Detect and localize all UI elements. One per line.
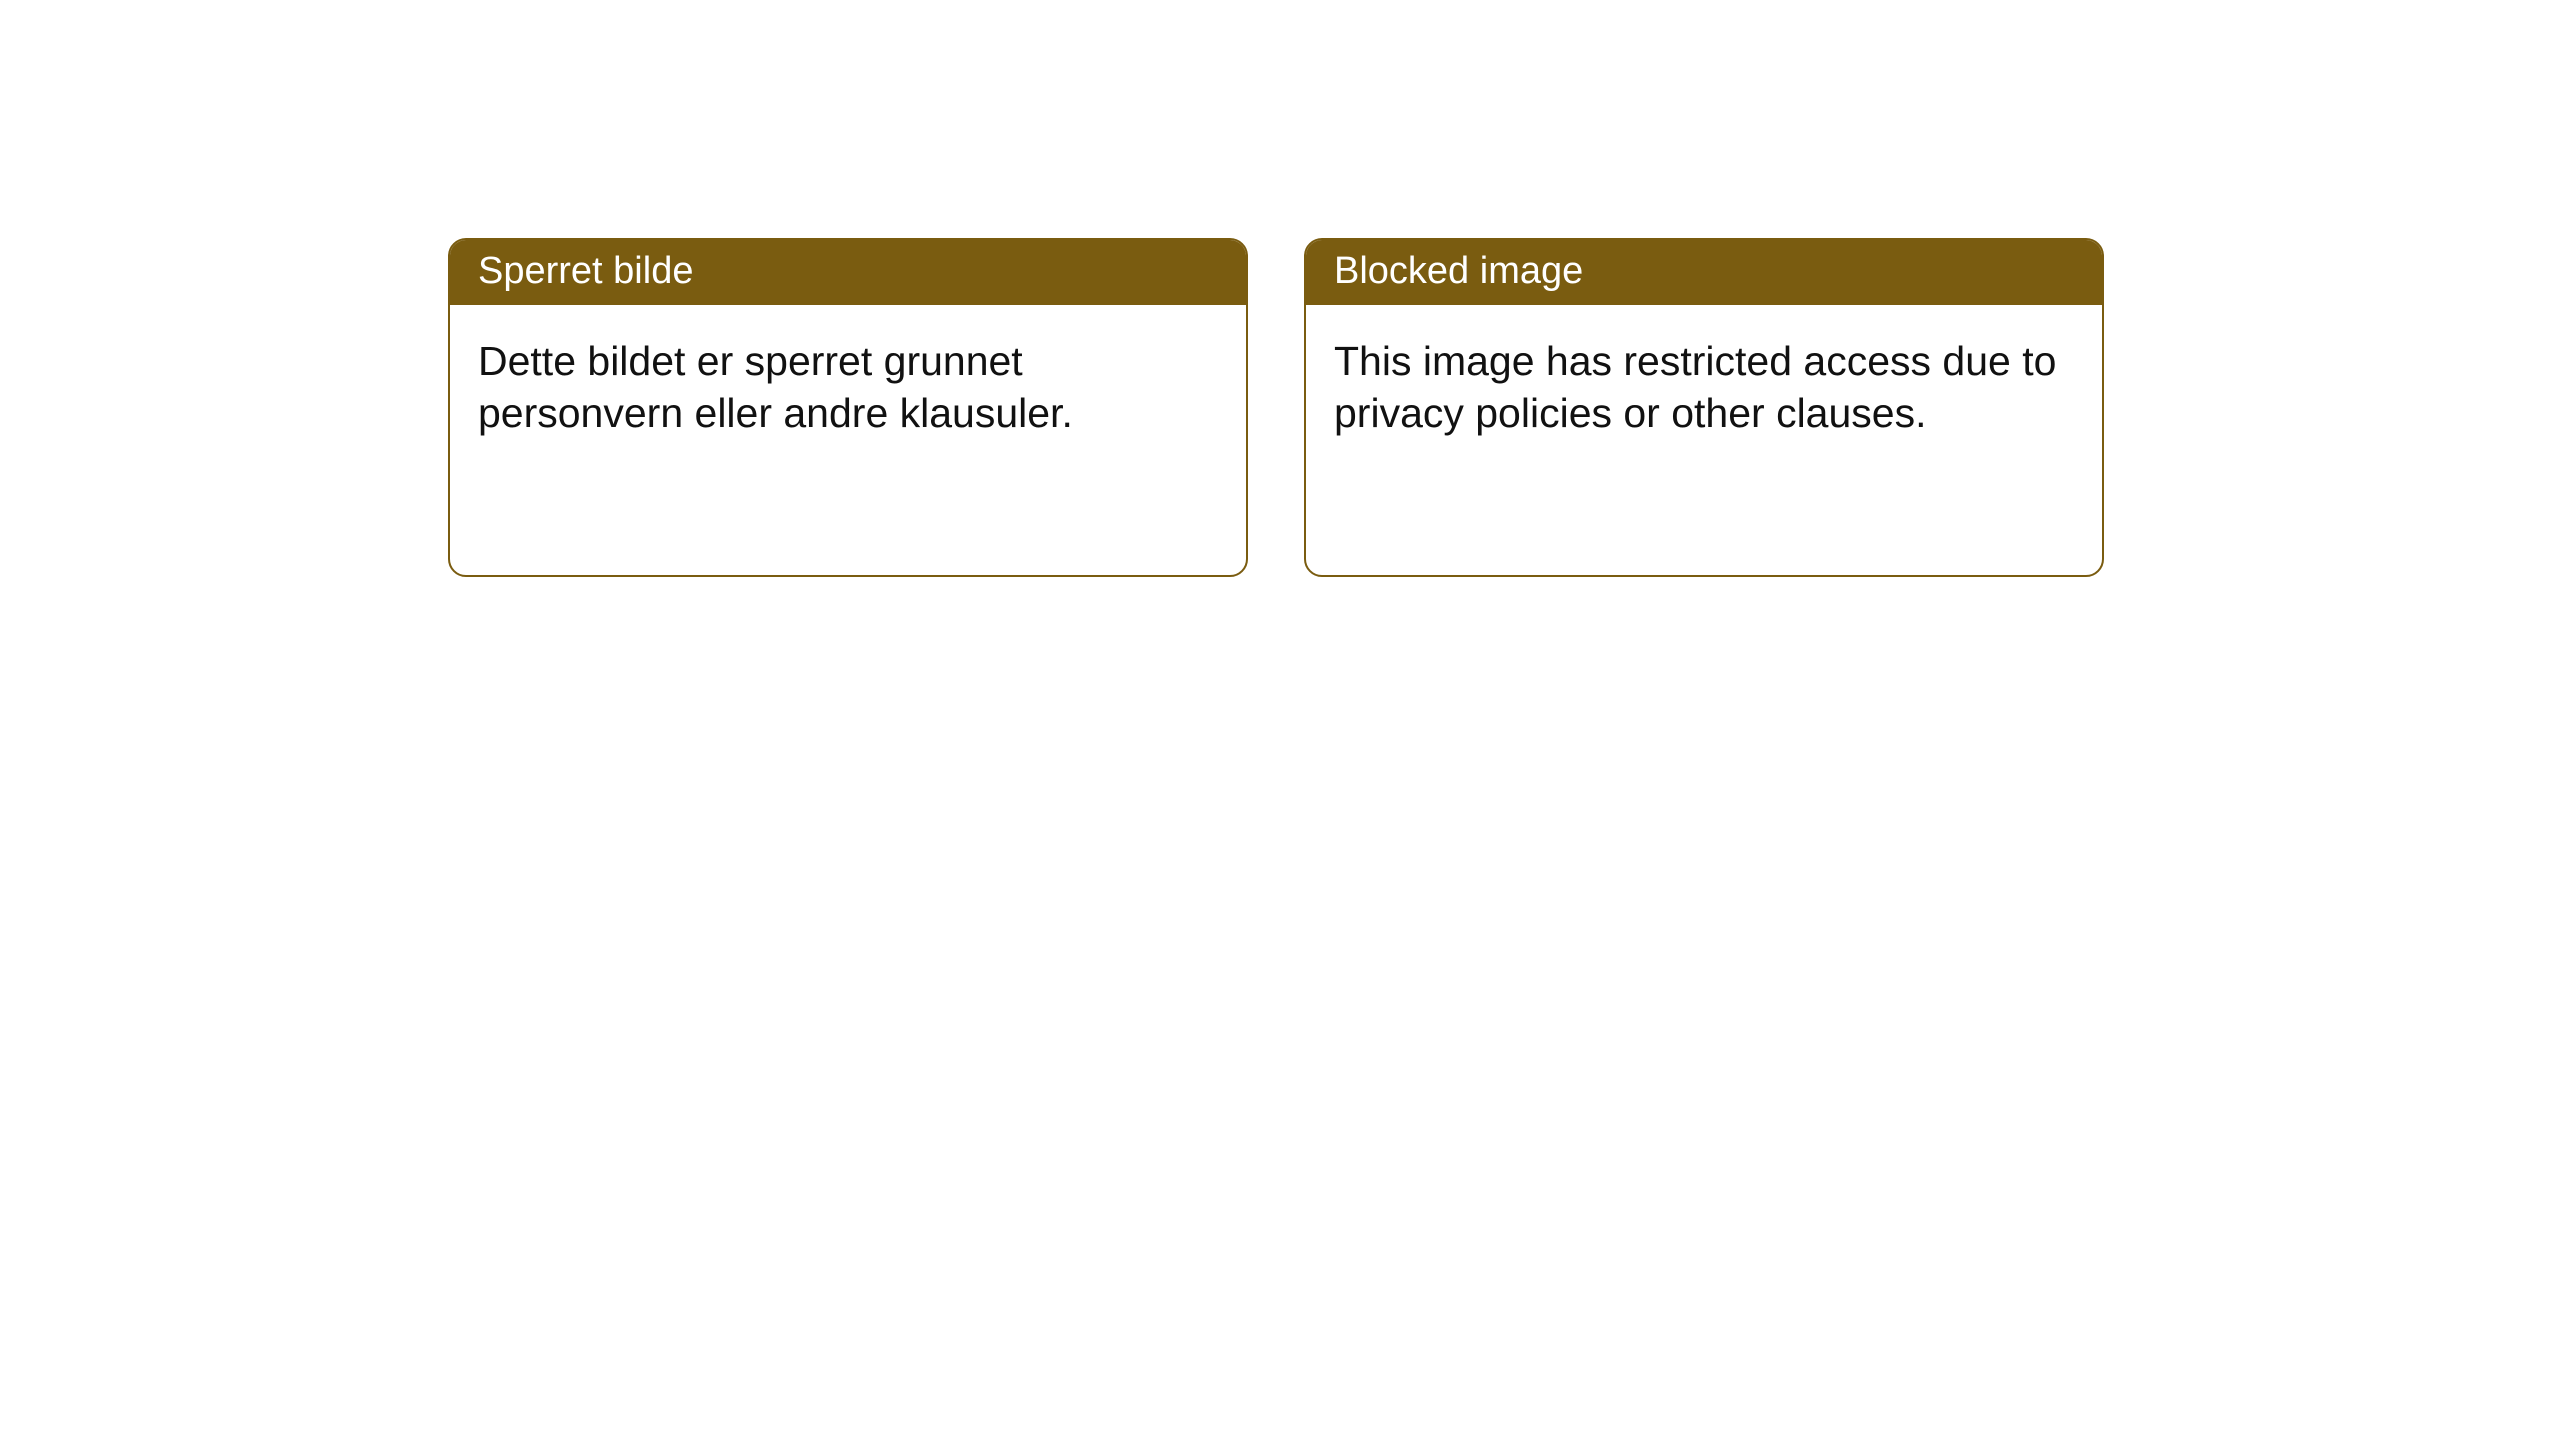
notice-card-body: This image has restricted access due to … [1306, 305, 2102, 575]
notice-card-english: Blocked image This image has restricted … [1304, 238, 2104, 577]
notice-cards-container: Sperret bilde Dette bildet er sperret gr… [448, 238, 2104, 577]
notice-card-title: Blocked image [1306, 240, 2102, 305]
notice-card-norwegian: Sperret bilde Dette bildet er sperret gr… [448, 238, 1248, 577]
notice-card-body: Dette bildet er sperret grunnet personve… [450, 305, 1246, 575]
notice-card-title: Sperret bilde [450, 240, 1246, 305]
